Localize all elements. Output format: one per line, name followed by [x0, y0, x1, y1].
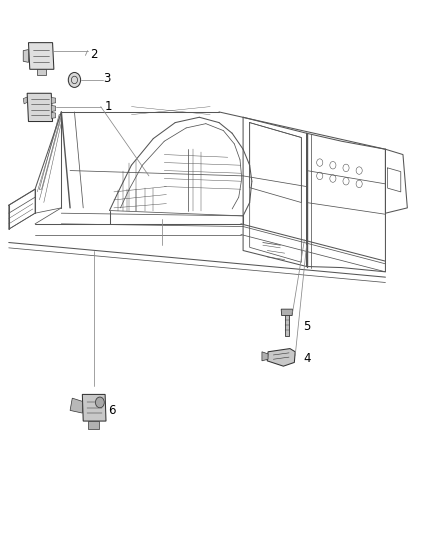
Circle shape	[68, 72, 81, 87]
Text: 5: 5	[304, 320, 311, 333]
Text: 2: 2	[90, 49, 97, 61]
Polygon shape	[51, 106, 56, 111]
Polygon shape	[37, 69, 46, 75]
Polygon shape	[88, 421, 99, 429]
Polygon shape	[267, 349, 295, 366]
Polygon shape	[281, 309, 293, 316]
Polygon shape	[285, 313, 289, 336]
Text: 3: 3	[103, 72, 110, 85]
Polygon shape	[51, 98, 56, 103]
Polygon shape	[28, 43, 54, 69]
Text: 4: 4	[304, 352, 311, 365]
Text: 1: 1	[105, 100, 113, 113]
Polygon shape	[262, 352, 268, 361]
Polygon shape	[23, 97, 27, 104]
Text: 6: 6	[109, 404, 116, 417]
Polygon shape	[70, 398, 82, 413]
Polygon shape	[27, 93, 53, 122]
Circle shape	[95, 397, 104, 408]
Polygon shape	[82, 394, 106, 421]
Polygon shape	[51, 112, 56, 118]
Polygon shape	[23, 50, 28, 62]
